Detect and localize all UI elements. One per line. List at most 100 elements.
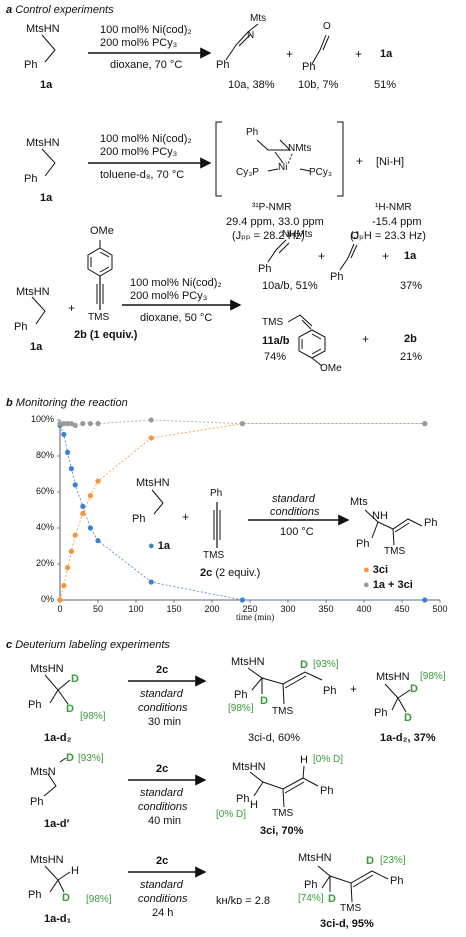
d3-reagent: 2c (156, 855, 169, 867)
d2-reagent: 2c (156, 763, 169, 775)
r2-reactant-line1: MtsHN (26, 137, 60, 149)
d1-reactant-line1: MtsHN (30, 663, 64, 675)
r2-nmr1-ppm: 29.4 ppm, 33.0 ppm (226, 216, 324, 228)
d2-reactant-pct: [93%] (78, 753, 104, 764)
data-point-0 (422, 597, 428, 603)
data-point-1 (68, 548, 74, 555)
data-point-0 (61, 431, 67, 437)
r3-reactant-line1: MtsHN (16, 286, 50, 298)
d3-reactant-pct: [98%] (86, 894, 112, 905)
data-point-2 (72, 422, 78, 428)
cs-product-mts: Mts (350, 496, 368, 508)
data-point-1 (72, 532, 78, 538)
chart-xlabel: time (min) (236, 612, 275, 622)
r2-complex-left: Cy₃P (236, 167, 259, 178)
d3-reactant-line1: MtsHN (30, 854, 64, 866)
r2-complex-ni: Ni (278, 162, 288, 173)
r2-cond-top2: 200 mol% PCy₃ (100, 146, 178, 158)
d2-product-ph2: Ph (320, 785, 334, 797)
d3-time: 24 h (152, 907, 174, 919)
d1-recovered-ph: Ph (374, 707, 388, 719)
r3-vinyl-bonds (287, 314, 313, 330)
r3-ring2-inner (301, 333, 322, 355)
r2-complex-right-bond (299, 168, 311, 172)
data-point-2 (95, 421, 101, 427)
d1-product-ph1: Ph (234, 689, 248, 701)
d2-cond1: standard (140, 787, 183, 799)
d1-cond1: standard (140, 688, 183, 700)
d3-reactant-ph: Ph (28, 889, 42, 901)
d2-product-bonds (249, 765, 319, 808)
r3-p11-tms: TMS (262, 317, 284, 328)
r1-p1-result: 10a, 38% (228, 79, 275, 91)
x-tick-label: 200 (204, 604, 220, 614)
r1-imine-bonds (225, 23, 259, 61)
d1-product-id: 3ci-d, 60% (248, 732, 300, 744)
r3-imine-nhmts: NHMts (282, 229, 313, 240)
data-point-2 (87, 421, 93, 427)
data-point-1 (87, 493, 93, 499)
legend-total: ● 1a + 3ci (363, 579, 413, 591)
d3-product-d1: D (366, 855, 374, 867)
section-a-heading: a Control experiments (6, 4, 114, 16)
d2-product-h1: H (300, 754, 308, 766)
r3-ring-inner (90, 251, 110, 273)
r1-p2-result: 10b, 7% (298, 79, 339, 91)
x-tick-label: 450 (394, 604, 410, 614)
d1-product-tms: TMS (272, 706, 294, 717)
d3-product-id: 3ci-d, 95% (320, 918, 374, 930)
legend-1a: ● 1a (148, 540, 170, 552)
r2-complex-bonds (256, 139, 292, 164)
r3-cond-bottom: dioxane, 50 °C (140, 312, 213, 324)
data-point-2 (422, 421, 428, 427)
y-tick-label: 60% (35, 486, 54, 496)
d2-time: 40 min (148, 815, 182, 827)
cs-cond-bottom: 100 °C (280, 526, 314, 538)
x-tick-label: 500 (432, 604, 448, 614)
r1-reactant-bonds (41, 34, 56, 63)
d1-reactant-id: 1a-d₂ (44, 732, 72, 744)
d1-product-ph2: Ph (323, 685, 337, 697)
data-point-0 (68, 466, 74, 472)
cs-product-ph1: Ph (356, 538, 370, 550)
d1-product-line1: MtsHN (231, 656, 265, 668)
d1-time: 30 min (148, 716, 182, 728)
x-tick-label: 100 (128, 604, 144, 614)
d2-reactant-ph: Ph (30, 796, 44, 808)
cs-alkyne-tms: TMS (203, 550, 225, 561)
cs-reactant-line1: MtsHN (136, 477, 170, 489)
data-point-0 (80, 503, 86, 509)
d3-product-pct2: [74%] (298, 893, 324, 904)
data-point-2 (57, 421, 63, 427)
cs-plus: + (182, 510, 190, 524)
r1-p1-mts: Mts (250, 13, 267, 24)
r1-plus-2: + (355, 47, 363, 61)
d2-product-tms: TMS (272, 808, 294, 819)
x-tick-label: 400 (356, 604, 372, 614)
legend-3ci: ● 3ci (363, 564, 389, 576)
r1-p2-o: O (323, 21, 331, 32)
d2-cond2: conditions (138, 801, 188, 813)
d2-product-h2: H (250, 799, 258, 811)
d1-cond2: conditions (138, 702, 188, 714)
r3-alkyne-ome: OMe (90, 225, 114, 237)
r3-imine-bonds (267, 239, 290, 263)
r3-plus-1: + (318, 249, 326, 263)
section-c-heading: c Deuterium labeling experiments (6, 639, 170, 651)
data-point-0 (148, 579, 154, 585)
d2-product-pct1: [0% D] (313, 754, 344, 765)
x-tick-label: 250 (242, 604, 258, 614)
r1-reactant-ph: Ph (24, 59, 38, 71)
r1-p3-result: 51% (374, 79, 397, 91)
r3-ald-bonds (339, 243, 358, 271)
d3-product-d2: D (328, 893, 336, 905)
r3-plus-2: + (382, 249, 390, 263)
d3-product-bonds (317, 865, 389, 903)
d1-reactant-d2: D (66, 703, 74, 715)
y-tick-label: 40% (35, 522, 54, 532)
cs-alkyne-ph: Ph (210, 488, 223, 499)
r1-reactant-id: 1a (40, 79, 53, 91)
r1-cond-bottom: dioxane, 70 °C (110, 59, 183, 71)
data-point-2 (61, 421, 67, 427)
